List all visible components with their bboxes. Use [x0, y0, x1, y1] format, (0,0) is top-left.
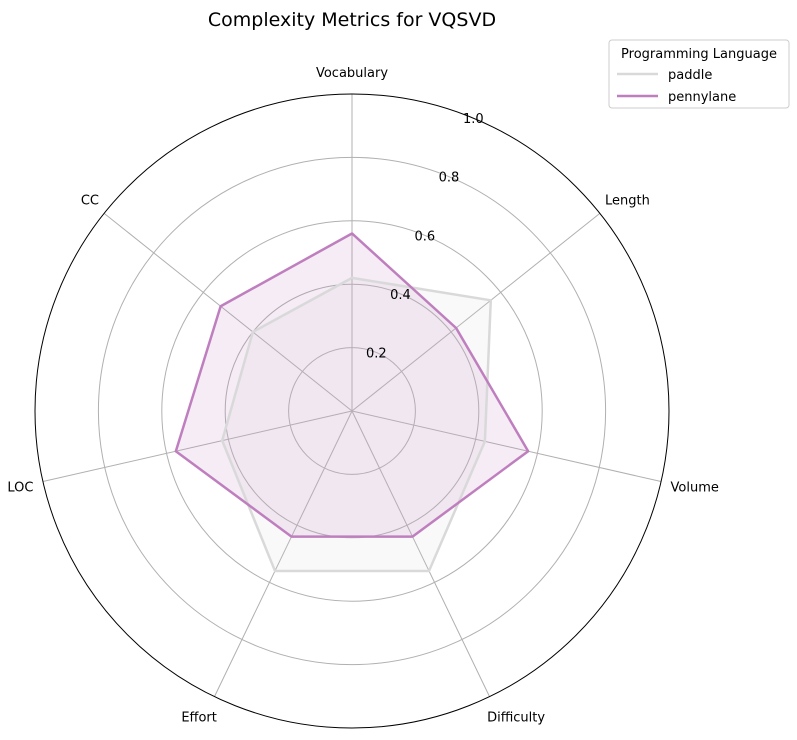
axis-spokes [42, 94, 662, 697]
axis-labels: Vocabulary Length Volume Difficulty Effort LO… [7, 66, 718, 725]
axis-label-effort: Effort [181, 710, 217, 725]
axis-spoke [103, 212, 353, 412]
radial-tick-label: 1.0 [463, 112, 484, 127]
legend-title: Programming Language [621, 47, 777, 62]
axis-spoke [351, 212, 601, 412]
series-area-paddle [222, 277, 491, 571]
axis-spoke [351, 410, 490, 697]
outer-frame [34, 93, 670, 729]
legend: Programming Language paddle pennylane [608, 39, 790, 109]
series-layer [174, 232, 530, 573]
axis-spoke [351, 410, 662, 483]
axis-label-loc: LOC [7, 480, 33, 495]
series-line-paddle [220, 276, 493, 573]
series-line-pennylane [174, 232, 530, 538]
series-area-pennylane [175, 233, 529, 537]
axis-spoke [42, 410, 353, 483]
axis-label-vocabulary: Vocabulary [316, 66, 388, 81]
legend-frame [608, 39, 790, 109]
axis-label-volume: Volume [671, 480, 719, 495]
axis-label-difficulty: Difficulty [487, 710, 545, 725]
radial-tick-label: 0.2 [366, 346, 387, 361]
axis-label-length: Length [605, 194, 650, 209]
legend-entries: paddle pennylane [617, 68, 736, 105]
radial-tick-label: 0.8 [439, 171, 460, 186]
legend-label-pennylane: pennylane [668, 90, 736, 105]
axis-label-cc: CC [81, 194, 99, 209]
radial-tick-label: 0.6 [414, 229, 435, 244]
radial-tick-label: 0.4 [390, 288, 411, 303]
axis-spoke [214, 410, 353, 697]
radial-tick-labels: 0.2 0.4 0.6 0.8 1.0 [366, 112, 484, 361]
chart-title: Complexity Metrics for VQSVD [208, 9, 496, 31]
legend-label-paddle: paddle [668, 68, 712, 83]
